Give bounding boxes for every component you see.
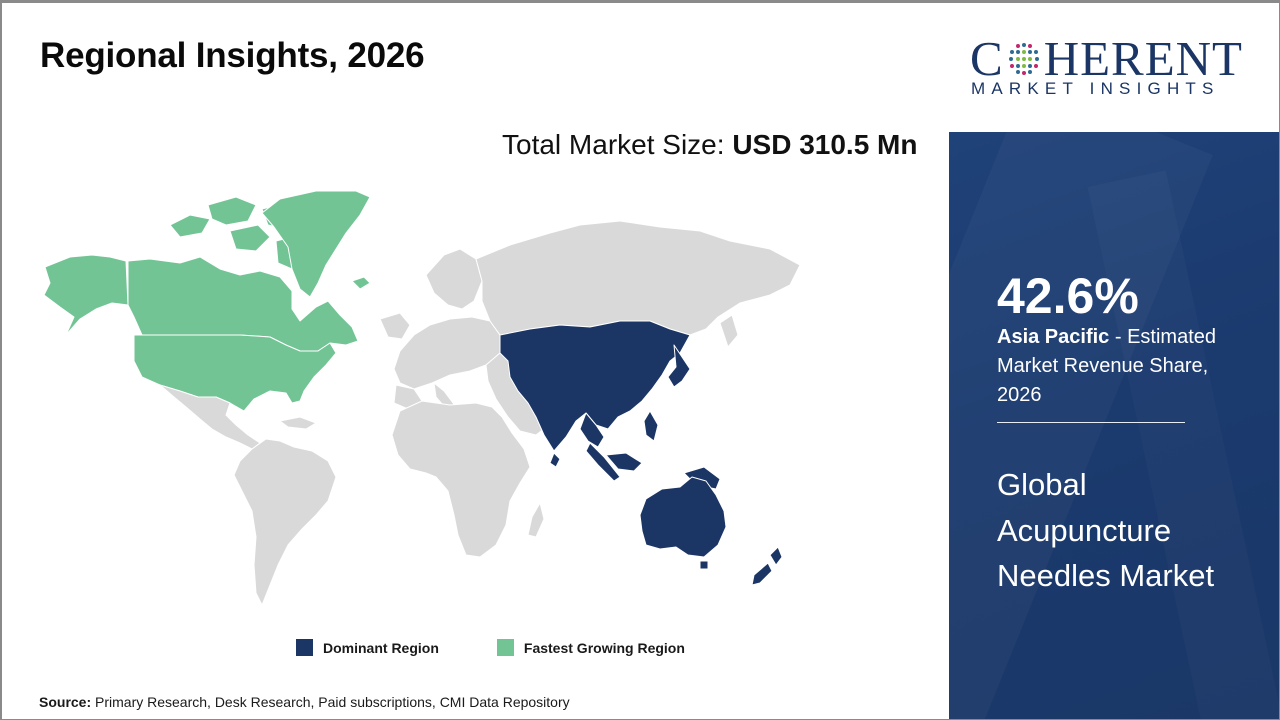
legend-item-dominant: Dominant Region (296, 639, 439, 656)
map-legend: Dominant Region Fastest Growing Region (296, 639, 743, 656)
panel-divider (997, 422, 1185, 423)
source-text: Primary Research, Desk Research, Paid su… (91, 694, 570, 710)
dominant-swatch (296, 639, 313, 656)
logo-letter-c: C (970, 31, 1004, 86)
logo-wordmark: HERENT (1043, 31, 1243, 86)
logo-tagline: MARKET INSIGHTS (971, 79, 1220, 98)
highlight-panel (949, 132, 1280, 720)
dominant-region-name: Asia Pacific (997, 326, 1110, 348)
source-label: Source: (39, 694, 92, 710)
total-market-size: Total Market Size: USD 310.5 Mn (502, 126, 922, 164)
world-map (43, 190, 801, 606)
fastest-swatch (496, 639, 514, 656)
legend-label-dominant: Dominant Region (323, 639, 439, 656)
region-latin-america (159, 384, 337, 606)
region-asia-pacific (499, 320, 783, 586)
brand-logo: C HERENT (970, 30, 1243, 87)
dominant-share-description: Asia Pacific - Estimated Market Revenue … (997, 323, 1247, 410)
share-description-text: - Estimated Market Revenue Share, 2026 (997, 326, 1216, 406)
dominant-share-percentage: 42.6% (997, 268, 1139, 324)
source-note: Source: Primary Research, Desk Research,… (39, 694, 570, 710)
market-size-label: Total Market Size: (502, 129, 733, 160)
legend-label-fastest: Fastest Growing Region (523, 639, 685, 656)
panel-decoration (1088, 170, 1280, 720)
page-title: Regional Insights, 2026 (40, 36, 425, 75)
market-size-value: USD 310.5 Mn (732, 129, 918, 160)
legend-item-fastest: Fastest Growing Region (496, 639, 685, 656)
globe-dots-icon (1008, 42, 1039, 75)
logo-area (949, 0, 1280, 132)
market-name: Global Acupuncture Needles Market (997, 467, 1215, 593)
region-north-america (43, 190, 371, 412)
